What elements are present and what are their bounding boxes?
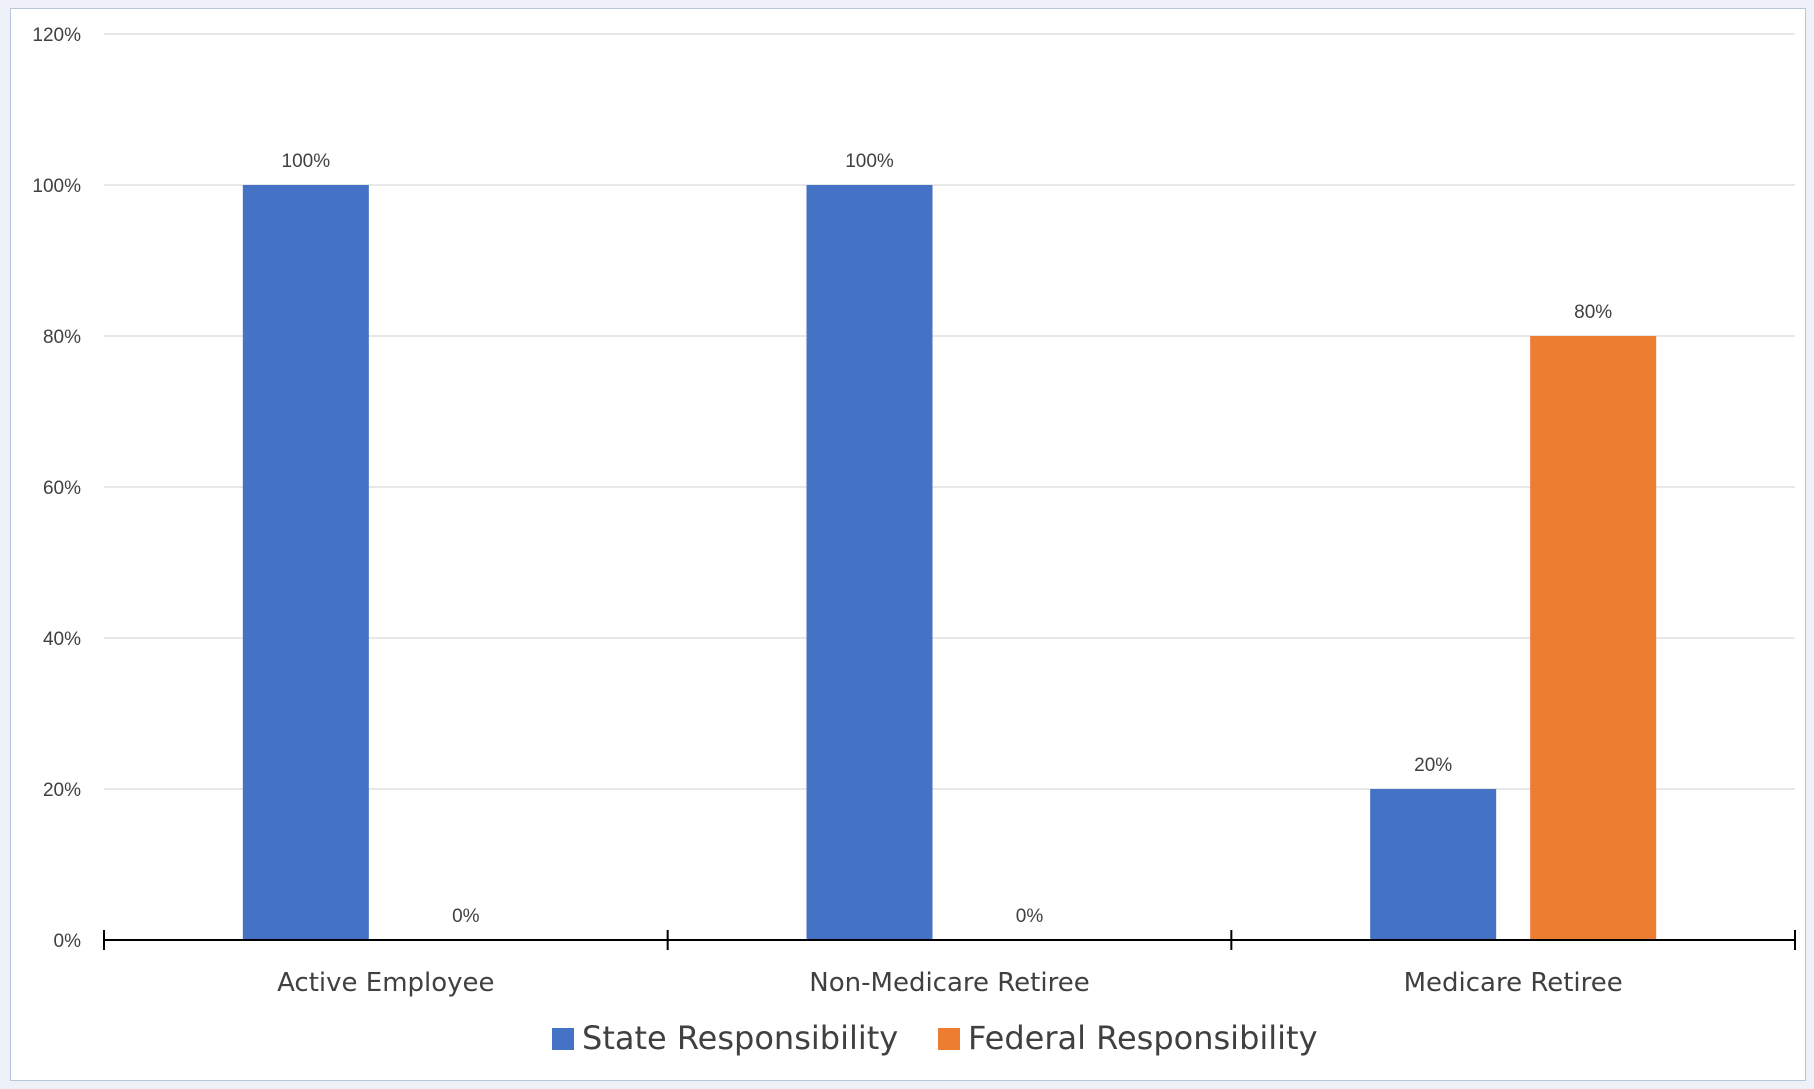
data-label: 20% <box>1414 755 1452 776</box>
legend-swatch-state <box>552 1028 574 1050</box>
data-labels: 100% 100% 20% 0% 0% 80% <box>282 151 1613 927</box>
x-axis <box>103 930 1796 950</box>
y-tick-label: 120% <box>32 25 81 46</box>
category-label: Medicare Retiree <box>1404 968 1623 998</box>
legend: State Responsibility Federal Responsibili… <box>552 1019 1318 1057</box>
y-tick-label: 80% <box>43 327 81 348</box>
legend-label: Federal Responsibility <box>968 1019 1318 1057</box>
bars <box>242 185 1657 940</box>
data-label: 100% <box>845 151 894 172</box>
gridlines <box>104 33 1795 790</box>
x-axis-category-labels: Active Employee Non-Medicare Retiree Medic… <box>277 968 1623 998</box>
data-label: 0% <box>452 906 480 927</box>
data-label: 80% <box>1574 302 1612 323</box>
data-label: 0% <box>1016 906 1044 927</box>
y-tick-label: 40% <box>43 629 81 650</box>
y-tick-label: 100% <box>32 176 81 197</box>
bar-state-1 <box>806 185 933 940</box>
y-axis-tick-labels: 0% 20% 40% 60% 80% 100% 120% <box>32 25 81 952</box>
legend-label: State Responsibility <box>582 1019 898 1057</box>
data-label: 100% <box>282 151 331 172</box>
legend-swatch-federal <box>938 1028 960 1050</box>
category-label: Non-Medicare Retiree <box>809 968 1089 998</box>
y-tick-label: 0% <box>54 931 82 952</box>
bar-state-0 <box>242 185 369 940</box>
y-tick-label: 60% <box>43 478 81 499</box>
bar-state-2 <box>1370 789 1497 940</box>
y-tick-label: 20% <box>43 780 81 801</box>
category-label: Active Employee <box>277 968 494 998</box>
bar-federal-2 <box>1530 336 1657 940</box>
